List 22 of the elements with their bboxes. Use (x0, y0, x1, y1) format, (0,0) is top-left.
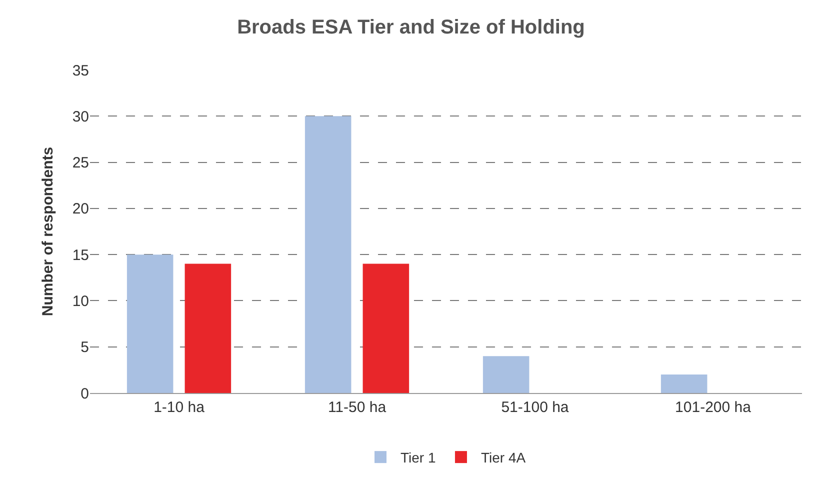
y-tick-label: 20 (72, 200, 89, 218)
chart-title: Broads ESA Tier and Size of Holding (237, 16, 585, 38)
legend-label: Tier 4A (480, 450, 526, 466)
y-tick-label: 10 (72, 292, 89, 310)
x-tick-label: 11-50 ha (328, 399, 387, 416)
x-tick-label: 101-200 ha (675, 399, 752, 416)
y-tick-label: 30 (72, 108, 89, 126)
x-tick-label: 51-100 ha (501, 399, 570, 416)
y-tick-label: 15 (72, 246, 89, 264)
bar (482, 356, 530, 393)
bar (362, 264, 410, 393)
y-tick-label: 25 (72, 154, 89, 172)
y-tick-label: 5 (80, 339, 89, 356)
x-tick-label: 1-10 ha (154, 399, 206, 416)
y-tick-label: 0 (80, 385, 89, 402)
bar (184, 264, 232, 393)
y-tick-label: 35 (72, 62, 89, 80)
legend-label: Tier 1 (400, 450, 436, 466)
y-axis-title: Number of respondents (40, 146, 57, 316)
bar (660, 374, 708, 393)
bar (304, 116, 352, 393)
bar (126, 254, 174, 393)
